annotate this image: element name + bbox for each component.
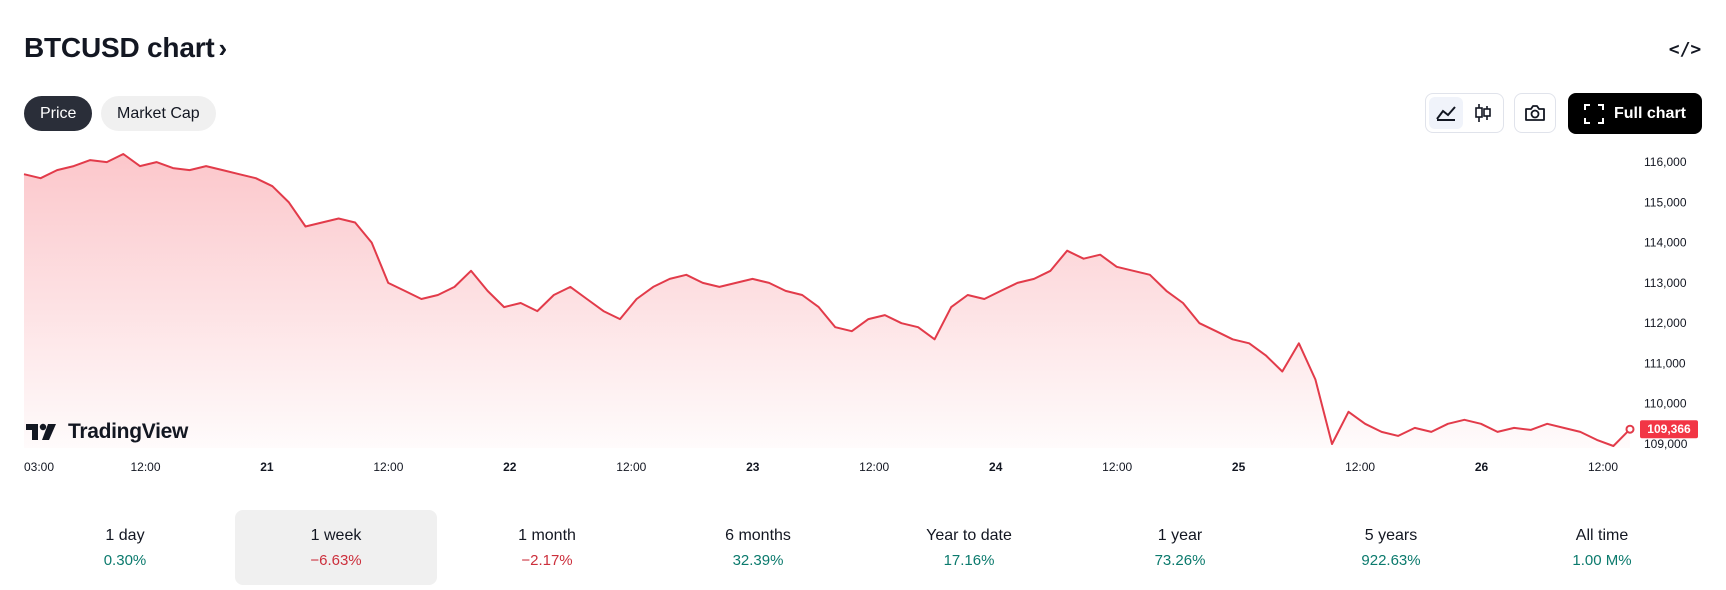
period-5-years[interactable]: 5 years 922.63% (1290, 510, 1492, 585)
period-year-to-date[interactable]: Year to date 17.16% (868, 510, 1070, 585)
period-change: 73.26% (1154, 551, 1206, 569)
full-chart-label: Full chart (1613, 104, 1686, 122)
period-6-months[interactable]: 6 months 32.39% (657, 510, 859, 585)
last-price-marker: 109,366 (1625, 420, 1698, 439)
period-label: 1 month (518, 526, 576, 544)
tradingview-logo-icon (26, 423, 56, 440)
x-tick-label: 12:00 (1345, 460, 1375, 474)
y-tick-label: 115,000 (1644, 195, 1687, 209)
period-label: 1 week (310, 526, 362, 544)
period-change: 0.30% (103, 551, 147, 569)
period-change: 32.39% (732, 551, 784, 569)
y-tick-label: 114,000 (1644, 236, 1687, 250)
price-chart[interactable]: 116,000 115,000 114,000 113,000 112,000 111,0… (0, 150, 1726, 480)
x-tick-label: 21 (260, 460, 274, 474)
period-change: 922.63% (1361, 551, 1421, 569)
tradingview-logo: TradingView (26, 420, 188, 444)
chevron-right-icon: › (218, 33, 228, 63)
period-label: 6 months (725, 526, 791, 544)
tab-price[interactable]: Price (24, 96, 93, 131)
period-1-day[interactable]: 1 day 0.30% (24, 510, 226, 585)
x-tick-label: 12:00 (373, 460, 403, 474)
last-price-dot (1625, 424, 1635, 434)
period-change: 1.00 M% (1572, 551, 1632, 569)
x-tick-label: 24 (989, 460, 1003, 474)
period-selector: 1 day 0.30% 1 week −6.63% 1 month −2.17%… (24, 510, 1704, 585)
x-tick-label: 22 (503, 460, 517, 474)
x-tick-label: 12:00 (616, 460, 646, 474)
tab-market-cap[interactable]: Market Cap (101, 96, 216, 131)
y-tick-label: 109,000 (1644, 437, 1688, 451)
period-change: 17.16% (943, 551, 995, 569)
price-area-fill (24, 154, 1630, 448)
camera-icon (1525, 105, 1545, 121)
page-title[interactable]: BTCUSD chart › (24, 32, 227, 64)
period-label: 1 day (105, 526, 145, 544)
x-tick-label: 12:00 (1102, 460, 1132, 474)
period-label: All time (1575, 526, 1629, 544)
full-chart-button[interactable]: Full chart (1568, 93, 1702, 134)
candles-chart-button[interactable] (1467, 97, 1501, 129)
period-all-time[interactable]: All time 1.00 M% (1501, 510, 1703, 585)
last-price-badge (1640, 420, 1698, 439)
x-tick-label: 12:00 (1588, 460, 1618, 474)
candles-icon (1475, 104, 1492, 122)
period-change: −2.17% (521, 551, 573, 569)
last-price-label: 109,366 (1647, 422, 1691, 436)
period-1-month[interactable]: 1 month −2.17% (446, 510, 648, 585)
period-label: Year to date (926, 526, 1012, 544)
tradingview-logo-text: TradingView (68, 420, 189, 443)
period-label: 5 years (1364, 526, 1418, 544)
page-title-text: BTCUSD chart (24, 32, 215, 63)
chart-type-toggle (1425, 93, 1504, 133)
x-tick-label: 25 (1232, 460, 1246, 474)
x-tick-label: 23 (746, 460, 760, 474)
x-tick-label: 12:00 (859, 460, 889, 474)
y-tick-label: 110,000 (1644, 397, 1687, 411)
period-1-week[interactable]: 1 week −6.63% (235, 510, 437, 585)
embed-code-icon[interactable]: </> (1668, 38, 1702, 60)
period-change: −6.63% (310, 551, 362, 569)
period-1-year[interactable]: 1 year 73.26% (1079, 510, 1281, 585)
y-tick-label: 112,000 (1644, 316, 1687, 330)
y-tick-label: 116,000 (1644, 155, 1687, 169)
x-axis: 03:00 12:00 21 12:00 22 12:00 23 12:00 24 12:00 25… (24, 460, 1618, 474)
area-chart-button[interactable] (1429, 97, 1463, 129)
x-tick-label: 03:00 (24, 460, 54, 474)
price-line (23, 153, 1631, 447)
period-label: 1 year (1157, 526, 1203, 544)
y-axis: 116,000 115,000 114,000 113,000 112,000 111,0… (1644, 155, 1688, 451)
area-chart-icon (1435, 106, 1456, 121)
fullscreen-icon (1583, 103, 1604, 124)
y-tick-label: 113,000 (1644, 276, 1687, 290)
x-tick-label: 26 (1475, 460, 1489, 474)
snapshot-button[interactable] (1514, 93, 1556, 133)
y-tick-label: 111,000 (1644, 356, 1686, 370)
x-tick-label: 12:00 (130, 460, 160, 474)
